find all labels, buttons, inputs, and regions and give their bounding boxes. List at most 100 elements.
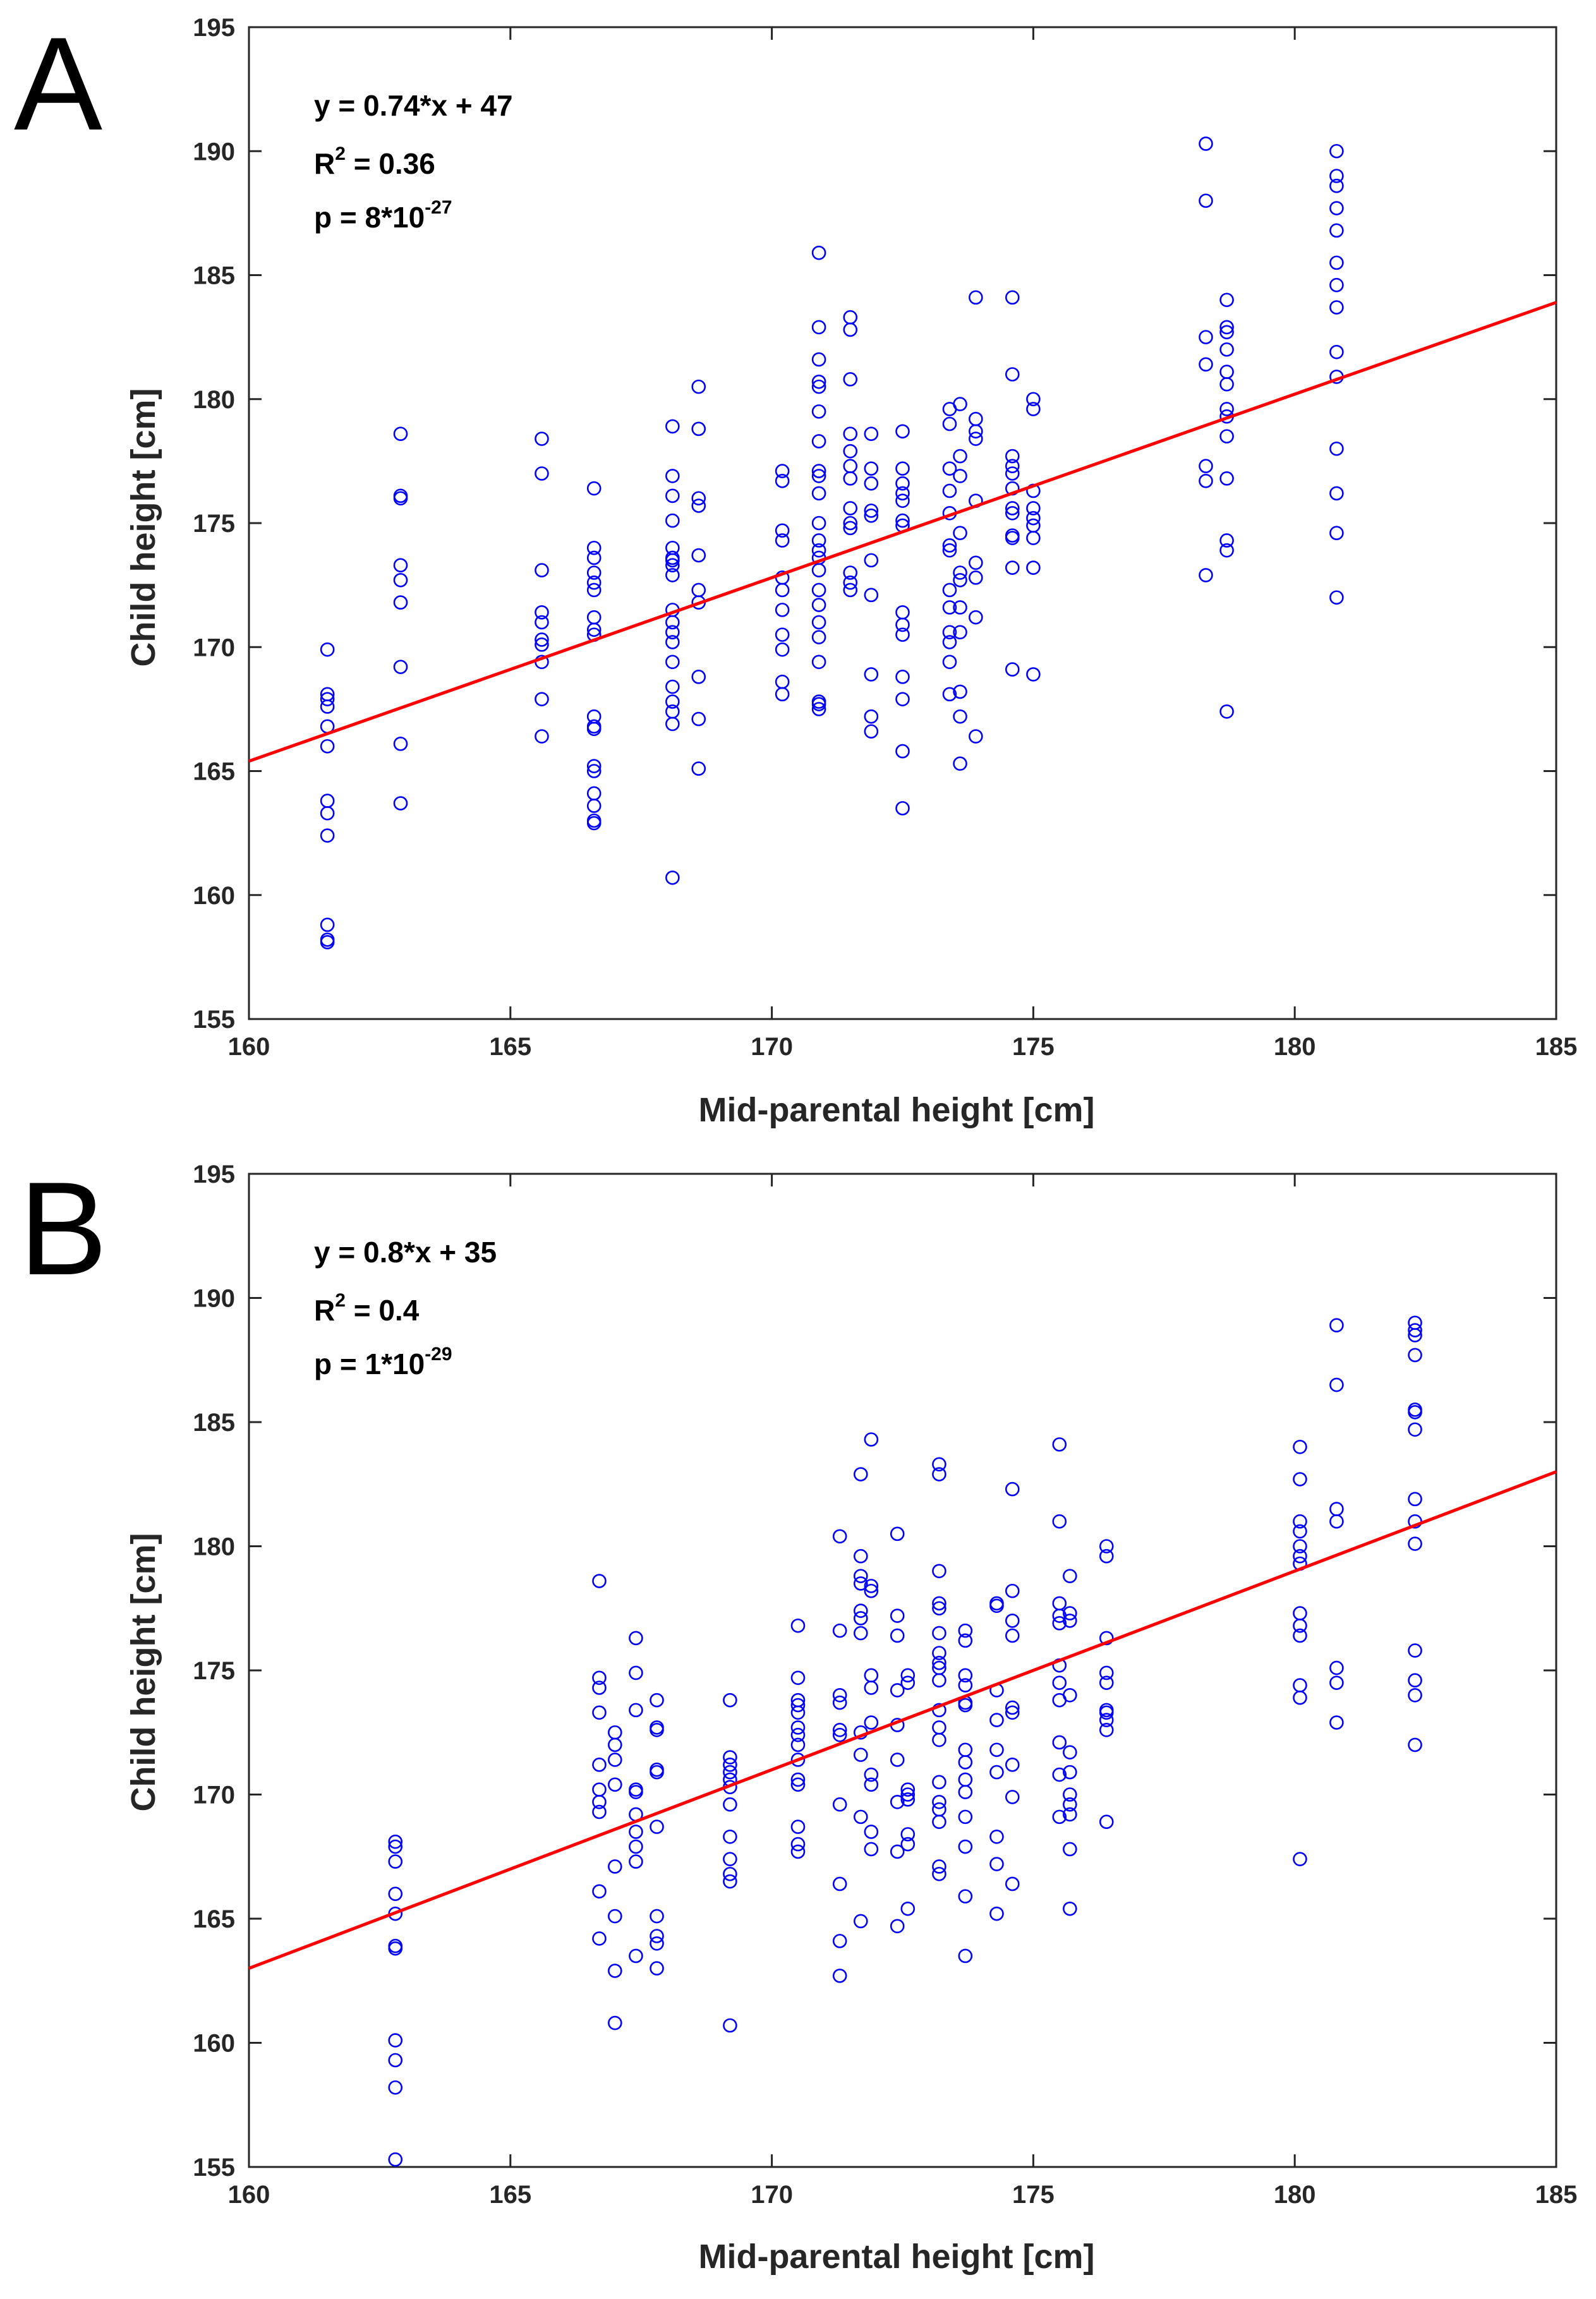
- panel-a-data-point: [1329, 300, 1344, 315]
- panel-b-data-point: [723, 1866, 737, 1881]
- panel-a-data-point: [811, 486, 826, 501]
- panel-b-data-point: [958, 1633, 973, 1648]
- panel-a-data-point: [1219, 429, 1234, 444]
- panel-a-data-point: [665, 716, 680, 732]
- panel-b-data-point: [592, 1794, 607, 1809]
- panel-a-data-point: [691, 498, 706, 513]
- panel-a-data-point: [1219, 320, 1234, 335]
- panel-a-data-point: [1026, 667, 1041, 682]
- panel-a-data-point: [1329, 223, 1344, 238]
- panel-a-equation: y = 0.74*x + 47: [314, 89, 513, 122]
- panel-b-data-point: [1052, 1735, 1067, 1750]
- panel-a-data-point: [811, 630, 826, 644]
- panel-b-data-point: [1408, 1536, 1422, 1551]
- panel-a-data-point: [969, 424, 983, 439]
- panel-b-data-point: [890, 1526, 905, 1542]
- panel-b-data-point: [932, 1457, 946, 1472]
- panel-a-data-point: [1199, 193, 1213, 208]
- panel-b-data-point: [1293, 1852, 1307, 1866]
- panel-a-data-point: [665, 625, 680, 640]
- panel-b-data-point: [1408, 1688, 1422, 1703]
- panel-a-data-point: [895, 493, 910, 508]
- panel-a-data-point: [811, 245, 826, 260]
- panel-b-data-point: [890, 1794, 905, 1809]
- panel-b-data-point: [989, 1713, 1004, 1727]
- panel-a-data-point: [811, 379, 826, 394]
- panel-a-data-point: [953, 469, 967, 483]
- panel-b-data-point: [650, 1909, 664, 1924]
- panel-a-data-point: [393, 796, 408, 811]
- panel-b-data-point: [1005, 1790, 1020, 1804]
- panel-b-data-point: [900, 1827, 916, 1842]
- panel-b-y-tick-label: 185: [193, 1409, 235, 1437]
- panel-b-data-point: [388, 2033, 403, 2048]
- panel-a-data-point: [775, 603, 790, 617]
- panel-b-data-point: [608, 1737, 622, 1753]
- panel-a-y-tick-label: 185: [193, 262, 235, 290]
- panel-a-data-point: [1199, 357, 1213, 372]
- panel-b-x-tick-label: 160: [228, 2181, 270, 2209]
- panel-b-data-point: [864, 1842, 879, 1857]
- panel-b-data-point: [388, 1839, 403, 1854]
- panel-a-data-point: [1005, 505, 1020, 521]
- panel-b-data-point: [932, 1673, 946, 1688]
- panel-b-data-point: [629, 1631, 643, 1646]
- panel-a-data-point: [811, 543, 826, 558]
- panel-a-data-point: [811, 697, 826, 711]
- panel-a-data-point: [811, 516, 826, 531]
- panel-a-data-point: [811, 434, 826, 449]
- panel-b-data-point: [1293, 1440, 1307, 1454]
- panel-b-x-tick-label: 185: [1535, 2181, 1578, 2209]
- panel-b-y-tick-label: 160: [193, 2030, 235, 2058]
- panel-b-data-point: [629, 1854, 643, 1869]
- panel-b-data-point: [958, 1948, 973, 1964]
- panel-a-data-point: [1199, 330, 1213, 344]
- panel-b-data-point: [1408, 1323, 1422, 1337]
- panel-a-data-point: [665, 615, 680, 630]
- panel-a-data-point: [811, 702, 826, 716]
- panel-b-data-point: [900, 1787, 916, 1802]
- panel-a-data-point: [691, 670, 706, 684]
- panel-b-data-point: [629, 1948, 643, 1964]
- panel-b-data-point: [989, 1765, 1004, 1780]
- panel-b-data-point: [650, 1819, 664, 1834]
- panel-b-data-point: [1063, 1901, 1077, 1916]
- panel-b: B 160 165 170 175 180 185 1551601651701751801…: [19, 1154, 1577, 2276]
- panel-b-data-point: [1005, 1705, 1020, 1720]
- panel-b-data-point: [1099, 1631, 1114, 1646]
- panel-b-data-point: [958, 1889, 973, 1904]
- panel-b-data-point: [853, 1914, 868, 1929]
- panel-a-data-point: [535, 605, 549, 620]
- panel-b-data-point: [1293, 1618, 1307, 1633]
- panel-a-data-point: [586, 759, 602, 773]
- panel-b-data-point: [958, 1785, 973, 1799]
- panel-b-data-point: [650, 1765, 664, 1780]
- panel-a-y-axis-title: Child height [cm]: [124, 389, 162, 667]
- panel-b-p-exponent: -29: [425, 1344, 452, 1365]
- panel-a-data-point: [775, 533, 790, 548]
- panel-a-p-exponent: -27: [425, 197, 452, 218]
- panel-a-data-point: [1329, 255, 1344, 270]
- panel-a-data-point: [811, 615, 826, 630]
- panel-a-data-point: [393, 595, 408, 610]
- panel-a-data-point: [665, 568, 680, 582]
- panel-a-data-point: [1199, 136, 1213, 151]
- panel-a-data-point: [586, 721, 602, 737]
- panel-a-data-point: [320, 692, 335, 706]
- panel-a-p-value: p = 8*10-27: [314, 197, 452, 234]
- panel-a-data-point: [1219, 471, 1234, 486]
- panel-b-data-point: [388, 2080, 403, 2095]
- panel-b-data-point: [650, 1723, 664, 1737]
- panel-b-data-point: [1005, 1758, 1020, 1772]
- panel-b-data-point: [650, 1929, 664, 1943]
- panel-a-data-point: [942, 461, 957, 476]
- panel-a-data-point: [665, 469, 680, 483]
- panel-a-data-point: [895, 801, 910, 816]
- panel-a-data-point: [1329, 344, 1344, 359]
- panel-b-data-point: [608, 1909, 622, 1924]
- panel-a-data-point: [1219, 293, 1234, 308]
- panel-a-data-point: [969, 729, 983, 744]
- panel-a-data-point: [969, 431, 983, 446]
- panel-b-data-point: [592, 1758, 607, 1772]
- panel-a-data-point: [811, 563, 826, 577]
